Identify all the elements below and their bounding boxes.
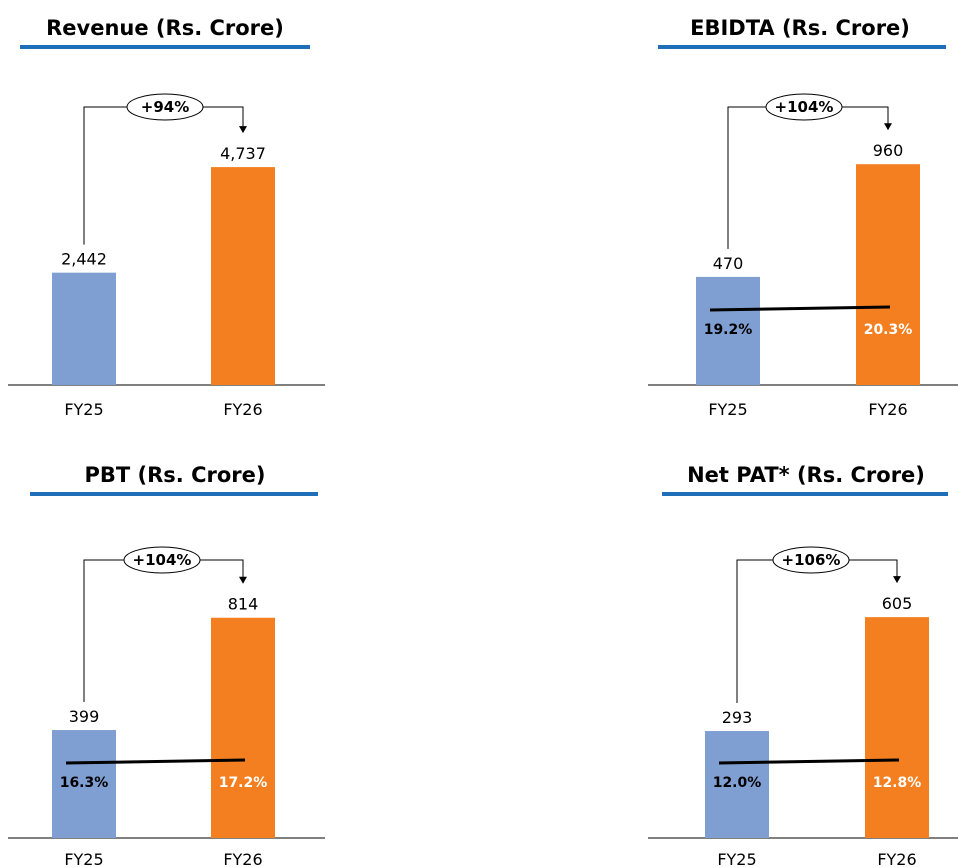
margin-label: 19.2% <box>704 322 753 338</box>
margin-label: 17.2% <box>219 775 268 791</box>
growth-label: +94% <box>141 98 189 116</box>
growth-label: +104% <box>133 551 192 569</box>
growth-label: +104% <box>775 98 834 116</box>
growth-oval <box>126 93 204 121</box>
bar-fy25 <box>705 731 769 838</box>
growth-label: +106% <box>782 551 841 569</box>
chart-panel-4: Net PAT* (Rs. Crore) 293 FY25 605 FY26 +106% 1… <box>648 463 958 867</box>
chart-title: Revenue (Rs. Crore) <box>46 16 284 40</box>
bar-fy26 <box>211 167 275 385</box>
category-label: FY25 <box>64 400 103 419</box>
title-underline <box>20 45 310 49</box>
data-label: 4,737 <box>220 144 266 163</box>
data-label: 470 <box>713 254 744 273</box>
growth-arrow-head <box>884 123 892 131</box>
bar-fy26 <box>211 617 275 838</box>
chart-panel-2: EBIDTA (Rs. Crore) 470 FY25 960 FY26 +104% 19.… <box>648 16 958 419</box>
data-label: 605 <box>882 594 913 613</box>
title-underline <box>662 492 948 496</box>
margin-label: 12.8% <box>873 775 922 791</box>
bar-fy25 <box>52 272 116 385</box>
margin-line <box>709 305 891 312</box>
data-label: 2,442 <box>61 250 107 269</box>
chart-title: PBT (Rs. Crore) <box>85 463 266 487</box>
bar-fy25 <box>52 730 116 838</box>
data-label: 293 <box>722 708 753 727</box>
title-underline <box>658 45 946 49</box>
margin-label: 12.0% <box>713 775 762 791</box>
growth-arrow-head <box>239 126 247 134</box>
data-label: 399 <box>69 707 100 726</box>
category-label: FY26 <box>868 400 907 419</box>
growth-oval <box>772 546 850 574</box>
chart-title: Net PAT* (Rs. Crore) <box>687 463 925 487</box>
margin-line <box>65 758 246 765</box>
category-label: FY26 <box>223 850 262 867</box>
bar-fy25 <box>696 276 760 385</box>
chart-panel-1: Revenue (Rs. Crore) 2,442 FY25 4,737 FY26 +94… <box>8 16 325 419</box>
growth-oval <box>123 546 201 574</box>
bar-fy26 <box>865 617 929 838</box>
growth-oval <box>765 93 843 121</box>
data-label: 814 <box>228 595 259 614</box>
margin-line <box>718 758 900 765</box>
category-label: FY26 <box>223 400 262 419</box>
growth-arrow-head <box>239 576 247 584</box>
title-underline <box>30 492 318 496</box>
growth-arrow-head <box>893 576 901 584</box>
margin-label: 16.3% <box>60 775 109 791</box>
margin-label: 20.3% <box>864 322 913 338</box>
category-label: FY25 <box>717 850 756 867</box>
category-label: FY25 <box>708 400 747 419</box>
bar-fy26 <box>856 164 920 385</box>
chart-panel-3: PBT (Rs. Crore) 399 FY25 814 FY26 +104% 16.3% 1… <box>8 463 325 867</box>
data-label: 960 <box>873 141 904 160</box>
category-label: FY26 <box>877 850 916 867</box>
category-label: FY25 <box>64 850 103 867</box>
chart-title: EBIDTA (Rs. Crore) <box>690 16 910 40</box>
